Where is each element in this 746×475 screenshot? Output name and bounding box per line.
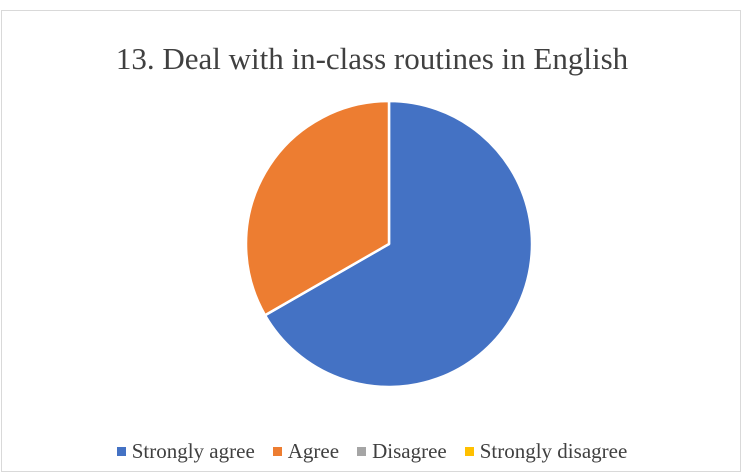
legend-item-strongly-disagree: Strongly disagree <box>464 438 628 464</box>
legend-swatch-disagree <box>357 446 367 456</box>
pie-slice-agree <box>244 99 391 317</box>
legend-swatch-strongly-agree <box>116 446 126 456</box>
chart-area: 13. Deal with in-class routines in Engli… <box>1 10 741 472</box>
pie-plot <box>244 99 534 389</box>
legend-item-agree: Agree <box>272 438 340 464</box>
legend-label-agree: Agree <box>287 439 340 463</box>
legend-label-disagree: Disagree <box>372 439 447 463</box>
pie-slices <box>244 99 534 389</box>
pie-slice-strongly-agree <box>263 99 534 389</box>
legend-swatch-strongly-disagree <box>464 446 474 456</box>
legend-item-strongly-agree: Strongly agree <box>116 438 255 464</box>
legend-label-strongly-agree: Strongly agree <box>131 439 255 463</box>
legend-item-disagree: Disagree <box>357 438 447 464</box>
legend-label-strongly-disagree: Strongly disagree <box>479 439 628 463</box>
legend: Strongly agree Agree Disagree Strongly disa… <box>2 438 742 464</box>
chart-title: 13. Deal with in-class routines in Engli… <box>115 41 629 76</box>
legend-swatch-agree <box>272 446 282 456</box>
